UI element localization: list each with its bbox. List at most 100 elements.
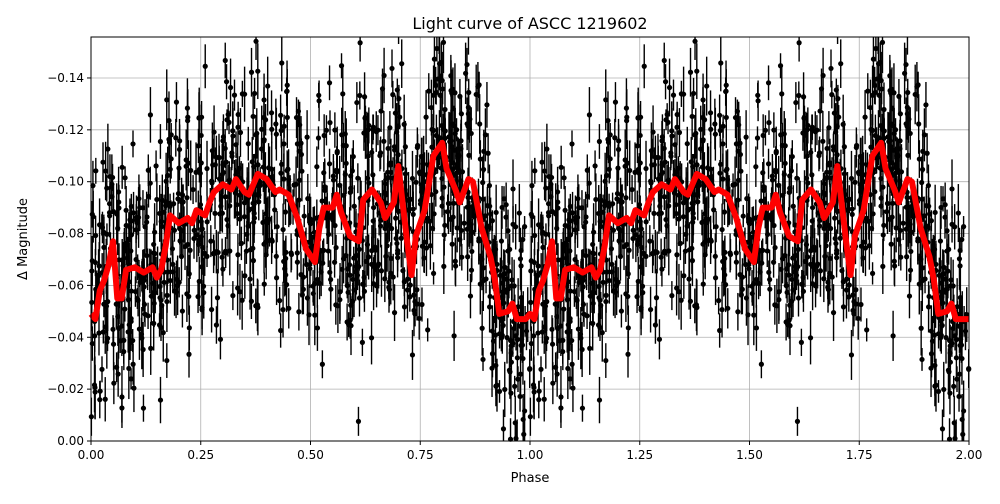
- data-point: [212, 210, 218, 216]
- data-point: [385, 174, 391, 180]
- data-point: [866, 243, 872, 249]
- data-point: [717, 327, 723, 334]
- data-point: [577, 331, 584, 337]
- y-tick-label: −0.04: [47, 330, 84, 344]
- x-tick-label: 1.00: [517, 448, 544, 462]
- data-point: [859, 161, 865, 167]
- data-point: [253, 153, 259, 159]
- data-point: [90, 214, 96, 220]
- y-axis-label: Δ Magnitude: [16, 198, 31, 280]
- data-point: [832, 215, 838, 221]
- data-point: [379, 86, 386, 92]
- data-point: [507, 246, 513, 252]
- data-point: [282, 209, 289, 215]
- data-point: [185, 160, 192, 166]
- data-point: [692, 132, 698, 138]
- data-point: [903, 226, 909, 232]
- data-point: [907, 130, 913, 137]
- data-point: [908, 248, 914, 255]
- data-point: [223, 250, 229, 256]
- data-point: [609, 201, 616, 207]
- data-point: [749, 283, 755, 289]
- data-point: [661, 57, 667, 64]
- data-point: [864, 327, 870, 333]
- data-point: [538, 222, 544, 228]
- data-point: [942, 214, 948, 220]
- data-point: [467, 222, 473, 228]
- data-point: [881, 222, 887, 228]
- data-point: [389, 65, 395, 72]
- data-point: [256, 199, 262, 205]
- data-point: [241, 200, 248, 206]
- data-point: [152, 290, 158, 296]
- data-point: [265, 219, 271, 226]
- data-point: [873, 45, 879, 52]
- data-point: [348, 185, 354, 191]
- data-point: [476, 236, 482, 242]
- data-point: [197, 202, 204, 208]
- data-point: [743, 261, 749, 268]
- data-point: [664, 223, 670, 229]
- data-point: [629, 186, 635, 193]
- data-point: [820, 189, 827, 195]
- data-point: [643, 165, 649, 172]
- data-point: [946, 337, 953, 344]
- data-point: [656, 336, 663, 342]
- data-point: [235, 285, 241, 291]
- data-point: [698, 126, 704, 132]
- data-point: [849, 211, 855, 217]
- data-point: [164, 292, 170, 298]
- data-point: [625, 351, 631, 357]
- data-point: [225, 223, 231, 229]
- data-point: [607, 132, 613, 138]
- data-point: [856, 201, 863, 207]
- data-point: [776, 182, 782, 188]
- data-point: [540, 301, 546, 307]
- data-point: [304, 261, 310, 268]
- data-point: [558, 164, 564, 170]
- data-point: [612, 99, 619, 105]
- data-point: [840, 121, 846, 127]
- data-point: [445, 209, 451, 215]
- data-point: [586, 112, 593, 118]
- data-point: [632, 169, 638, 175]
- data-point: [697, 146, 704, 152]
- data-point: [866, 218, 872, 224]
- data-point: [255, 68, 261, 74]
- data-point: [944, 228, 950, 234]
- data-point: [612, 276, 619, 282]
- data-point: [927, 211, 933, 217]
- data-point: [919, 179, 925, 186]
- data-point: [760, 132, 766, 139]
- data-point: [353, 252, 360, 259]
- data-point: [570, 385, 576, 391]
- data-point: [152, 251, 158, 257]
- data-point: [723, 114, 729, 121]
- data-point: [834, 124, 840, 130]
- data-point: [616, 138, 622, 144]
- data-point: [91, 382, 98, 388]
- data-point: [407, 294, 413, 300]
- data-point: [515, 376, 521, 382]
- data-point: [110, 341, 117, 347]
- data-point: [549, 341, 556, 347]
- data-point: [862, 114, 868, 120]
- data-point: [452, 258, 458, 264]
- data-point: [390, 274, 396, 280]
- data-point: [939, 294, 945, 300]
- data-point: [779, 256, 786, 262]
- data-point: [846, 294, 852, 300]
- data-point: [639, 244, 645, 251]
- data-point: [566, 340, 572, 346]
- data-point: [560, 349, 566, 355]
- data-point: [505, 228, 511, 234]
- data-point: [430, 92, 437, 98]
- data-point: [421, 239, 427, 245]
- data-point: [272, 207, 278, 213]
- data-point: [465, 111, 471, 117]
- data-point: [529, 183, 535, 189]
- data-point: [464, 226, 470, 232]
- data-point: [730, 182, 736, 188]
- data-point: [393, 215, 399, 221]
- data-point: [332, 259, 338, 265]
